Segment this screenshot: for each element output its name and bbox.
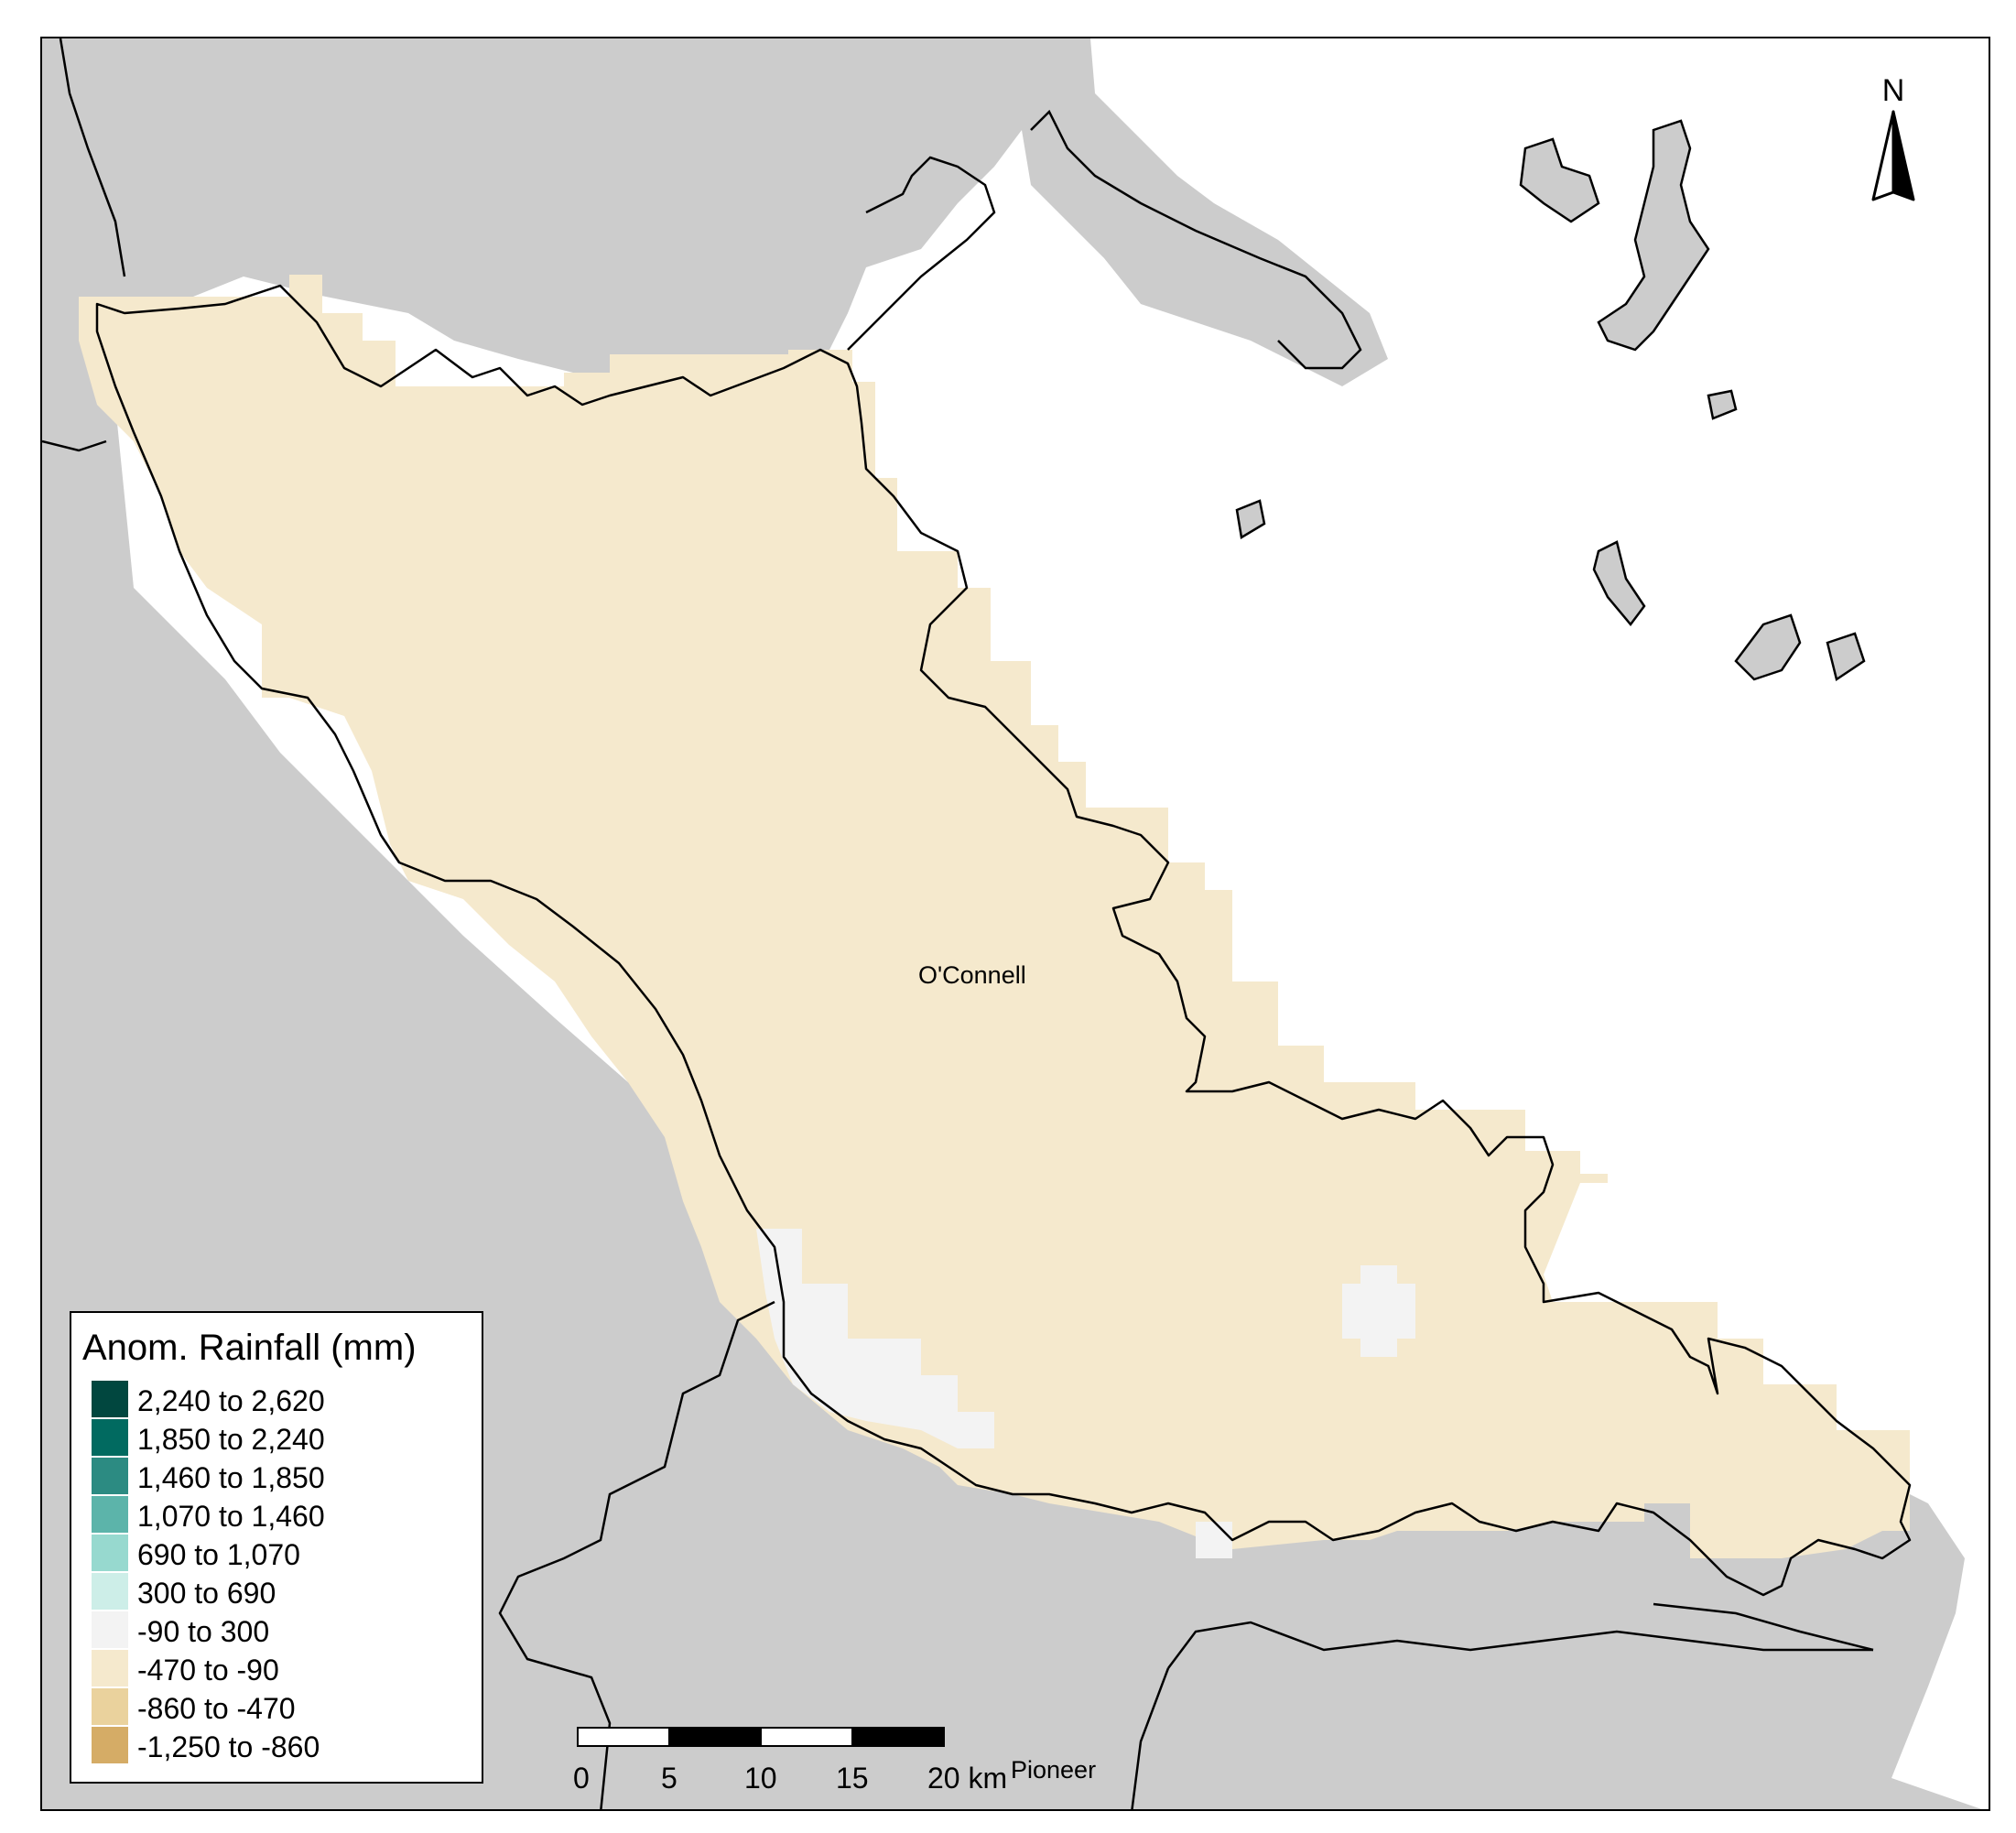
legend-swatch [92,1727,128,1763]
legend-label: 1,460 to 1,850 [137,1461,325,1494]
rainfall-band-90-300 [756,1229,994,1448]
scale-bar: 0 5 10 15 20 km [573,1727,1007,1800]
legend-label: 1,070 to 1,460 [137,1500,325,1533]
scale-segment [668,1727,762,1747]
map-legend: Anom. Rainfall (mm) 2,240 to 2,620 1,850 … [70,1311,483,1784]
island [1734,613,1802,681]
oconnell-catchment-boundary [95,284,1912,1597]
north-arrow-icon [1871,110,1915,201]
scale-tick-label: 20 km [927,1762,1008,1795]
region-label-oconnell: O'Connell [918,961,1026,989]
legend-label: 1,850 to 2,240 [137,1423,325,1456]
scale-segment [851,1727,945,1747]
scale-tick-label: 5 [661,1762,677,1795]
island [1826,632,1866,682]
catchment-boundary [1131,1667,1170,1809]
scale-tick-label: 0 [573,1762,590,1795]
legend-label: -860 to -470 [137,1692,296,1725]
island [1519,137,1600,223]
rainfall-band-90-300 [1342,1265,1415,1357]
coastline [1030,109,1362,370]
legend-swatch [92,1496,128,1533]
legend-swatch [92,1419,128,1456]
island [1235,499,1266,540]
land-area [42,38,1982,1809]
island [1592,540,1646,627]
legend-label: 300 to 690 [137,1577,276,1610]
legend-swatch [92,1611,128,1648]
scale-segment [760,1727,853,1747]
scale-tick-label: 10 [744,1762,777,1795]
legend-swatch [92,1458,128,1494]
legend-swatch [92,1650,128,1687]
legend-label: -90 to 300 [137,1615,270,1648]
legend-label: 690 to 1,070 [137,1538,300,1571]
catchment-boundary [1653,1602,1874,1652]
legend-swatch [92,1535,128,1571]
rainfall-band-90-300 [1196,1522,1232,1558]
north-arrow-label: N [1881,73,1905,108]
rainfall-band-470-90 [79,275,1910,1558]
scale-segment [577,1727,670,1747]
legend-title: Anom. Rainfall (mm) [82,1328,417,1368]
island [1597,119,1710,352]
legend-swatch [92,1573,128,1610]
catchment-boundary [1167,1621,1873,1669]
legend-label: -470 to -90 [137,1654,279,1687]
island [1707,389,1738,420]
region-label-pioneer: Pioneer [1011,1756,1097,1784]
coastline [847,156,996,351]
legend-swatch [92,1381,128,1417]
scale-tick-label: 15 [836,1762,869,1795]
map-canvas [42,38,1982,1809]
catchment-boundary [59,38,126,277]
legend-label: -1,250 to -860 [137,1730,320,1763]
catchment-boundary [498,1300,775,1809]
legend-swatch [92,1688,128,1725]
north-arrow: N [1868,73,1919,201]
catchment-boundary [42,439,107,452]
legend-label: 2,240 to 2,620 [137,1384,325,1417]
